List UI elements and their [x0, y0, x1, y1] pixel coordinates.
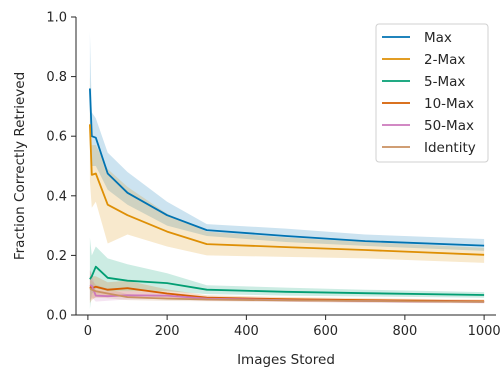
series-lines	[89, 88, 485, 303]
legend-label-identity: Identity	[424, 140, 476, 156]
x-tick-label: 1000	[468, 324, 501, 339]
x-axis-ticks: 0 200 400 600 800 1000	[84, 315, 501, 339]
x-tick-label: 400	[234, 324, 259, 339]
y-tick-label: 0.4	[46, 189, 67, 204]
line-max	[89, 88, 485, 247]
y-tick-label: 1.0	[46, 11, 67, 26]
y-tick-label: 0.6	[46, 130, 67, 145]
x-tick-label: 800	[392, 324, 417, 339]
band-5-max	[89, 237, 485, 309]
legend: Max 2-Max 5-Max 10-Max 50-Max Identity	[375, 23, 489, 163]
legend-label-5-max: 5-Max	[424, 74, 465, 90]
x-axis-label: Images Stored	[237, 352, 335, 368]
line-2-max	[89, 124, 485, 256]
line-5-max	[89, 265, 485, 296]
legend-label-50-max: 50-Max	[424, 118, 474, 134]
legend-label-2-max: 2-Max	[424, 52, 465, 68]
line-identity	[89, 287, 485, 303]
legend-label-10-max: 10-Max	[424, 96, 474, 112]
y-axis-ticks: 0.0 0.2 0.4 0.6 0.8 1.0	[46, 11, 76, 324]
x-tick-label: 200	[155, 324, 180, 339]
y-axis-label: Fraction Correctly Retrieved	[12, 72, 28, 260]
y-tick-label: 0.0	[46, 309, 67, 324]
x-tick-label: 0	[84, 324, 92, 339]
x-tick-label: 600	[313, 324, 338, 339]
y-tick-label: 0.2	[46, 249, 67, 264]
legend-label-max: Max	[424, 30, 452, 46]
y-tick-label: 0.8	[46, 70, 67, 85]
